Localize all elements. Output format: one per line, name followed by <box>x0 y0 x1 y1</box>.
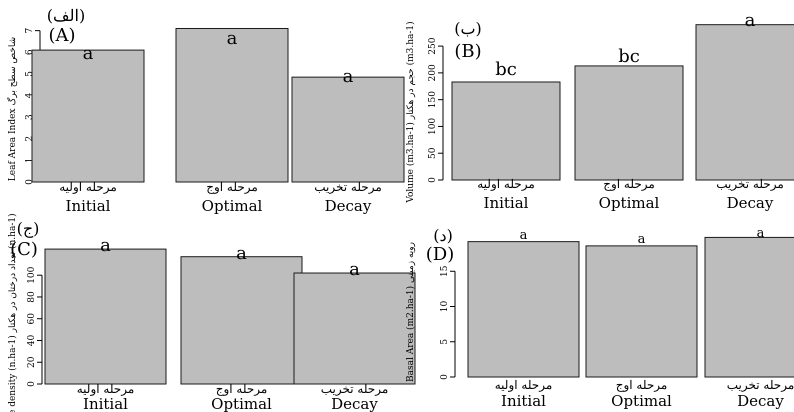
bar <box>451 81 561 181</box>
y-tick-label: 10 <box>440 301 450 313</box>
y-tick-label: 15 <box>440 265 450 277</box>
y-tick-label: 1 <box>25 158 35 164</box>
bar <box>175 27 289 183</box>
panel-letter-fa: (د) <box>433 226 453 245</box>
bar <box>31 49 145 183</box>
y-tick-label: 250 <box>428 37 438 54</box>
y-tick-label: 0 <box>428 177 438 183</box>
category-label: Decay <box>727 194 774 212</box>
significance-letter: a <box>638 232 646 247</box>
significance-letter: a <box>757 226 765 241</box>
significance-letter: a <box>100 235 111 256</box>
y-axis-title: Tree density (n.ha-1) تعداد درختان در هک… <box>7 213 18 412</box>
bar <box>291 76 405 183</box>
y-tick-label: 50 <box>428 147 438 159</box>
y-tick-label: 20 <box>27 356 37 368</box>
category-label: Decay <box>737 392 784 410</box>
y-tick-label: 100 <box>27 266 37 283</box>
category-label-fa: مرحله تخریب <box>727 378 794 392</box>
significance-letter: bc <box>495 59 517 80</box>
y-axis-title: Leaf Area Index شاخص سطح برگ <box>6 37 18 181</box>
bar <box>704 236 794 378</box>
category-label: Initial <box>83 395 128 412</box>
y-tick-label: 7 <box>25 28 35 34</box>
category-label-fa: مرحله اوج <box>206 180 258 194</box>
y-tick-label: 0 <box>440 374 450 380</box>
significance-letter: a <box>745 10 756 31</box>
y-tick-label: 6 <box>25 49 35 55</box>
category-label: Decay <box>331 395 378 412</box>
bar <box>574 65 684 181</box>
category-label: Initial <box>484 194 529 212</box>
category-label-fa: مرحله اولیه <box>59 180 117 194</box>
category-label: Initial <box>66 197 111 215</box>
panel-letter: (B) <box>454 41 481 62</box>
category-label: Optimal <box>611 392 672 410</box>
y-tick-label: 60 <box>27 313 37 325</box>
y-axis-title: Volume (m3.ha-1) حجم در هکتار (m3.ha-1) <box>405 21 416 203</box>
y-tick-label: 5 <box>25 71 35 77</box>
significance-letter: a <box>83 43 94 64</box>
y-tick-label: 0 <box>27 381 37 387</box>
significance-letter: bc <box>618 46 640 67</box>
bar <box>585 245 698 378</box>
y-tick-label: 40 <box>27 334 37 346</box>
panel-letter-fa: (ج) <box>17 219 40 238</box>
y-axis-title: Basal Area (m2.ha-1) رویه زمینی <box>405 242 416 382</box>
y-tick-label: 150 <box>428 91 438 108</box>
category-label-fa: مرحله اوج <box>616 378 668 392</box>
significance-letter: a <box>520 228 528 243</box>
bar <box>44 248 167 385</box>
y-tick-label: 0 <box>25 179 35 185</box>
significance-letter: a <box>343 66 354 87</box>
y-tick-label: 80 <box>27 291 37 303</box>
category-label-fa: مرحله تخریب <box>716 177 784 191</box>
category-label-fa: مرحله اولیه <box>77 382 135 396</box>
bar <box>695 24 794 181</box>
y-tick-label: 5 <box>440 339 450 345</box>
category-label-fa: مرحله اولیه <box>495 378 553 392</box>
category-label: Optimal <box>211 395 272 412</box>
bar <box>180 256 303 385</box>
category-label-fa: مرحله اولیه <box>477 177 535 191</box>
bar <box>467 241 580 378</box>
panel-letter: (A) <box>48 25 75 46</box>
category-label: Optimal <box>202 197 263 215</box>
category-label: Initial <box>501 392 546 410</box>
y-tick-label: 4 <box>25 92 35 98</box>
y-tick-label: 100 <box>428 118 438 135</box>
panel-letter: (D) <box>426 244 454 265</box>
panel-letter: (C) <box>10 239 38 260</box>
bar <box>293 272 416 385</box>
y-tick-label: 200 <box>428 64 438 81</box>
category-label-fa: مرحله تخریب <box>321 382 389 396</box>
category-label: Decay <box>325 197 372 215</box>
significance-letter: a <box>227 28 238 49</box>
significance-letter: a <box>236 243 247 264</box>
category-label-fa: مرحله اوج <box>603 177 655 191</box>
category-label: Optimal <box>599 194 660 212</box>
y-tick-label: 3 <box>25 114 35 120</box>
y-tick-label: 2 <box>25 136 35 142</box>
significance-letter: a <box>349 259 360 280</box>
category-label-fa: مرحله تخریب <box>314 180 382 194</box>
panel-letter-fa: (الف) <box>47 6 85 25</box>
category-label-fa: مرحله اوج <box>216 382 268 396</box>
panel-letter-fa: (ب) <box>454 19 482 38</box>
